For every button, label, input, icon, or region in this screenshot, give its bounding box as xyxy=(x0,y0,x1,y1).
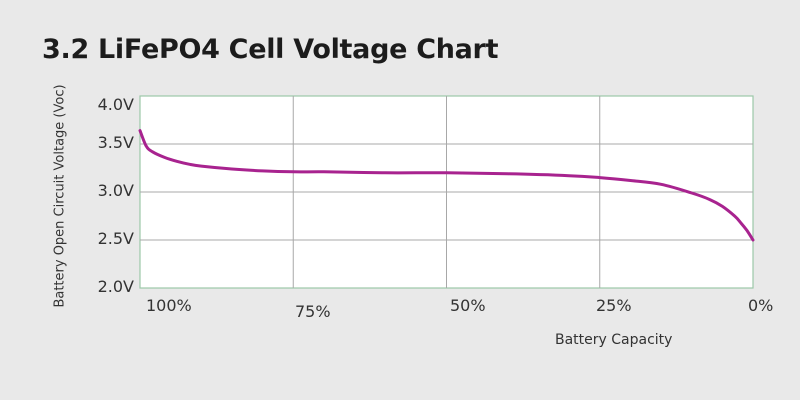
x-tick-25: 25% xyxy=(596,296,632,315)
y-tick-2.5: 2.5V xyxy=(97,229,134,248)
x-tick-75: 75% xyxy=(295,302,331,321)
y-tick-2.0: 2.0V xyxy=(97,277,134,296)
x-tick-100: 100% xyxy=(146,296,192,315)
y-tick-3.0: 3.0V xyxy=(97,181,134,200)
y-tick-4.0: 4.0V xyxy=(97,95,134,114)
voltage-curve xyxy=(138,129,755,242)
x-tick-0: 0% xyxy=(748,296,774,315)
x-axis-label: Battery Capacity xyxy=(555,332,673,348)
gridlines xyxy=(140,96,753,288)
x-tick-50: 50% xyxy=(450,296,486,315)
chart-title: 3.2 LiFePO4 Cell Voltage Chart xyxy=(42,34,499,65)
y-tick-3.5: 3.5V xyxy=(97,133,134,152)
